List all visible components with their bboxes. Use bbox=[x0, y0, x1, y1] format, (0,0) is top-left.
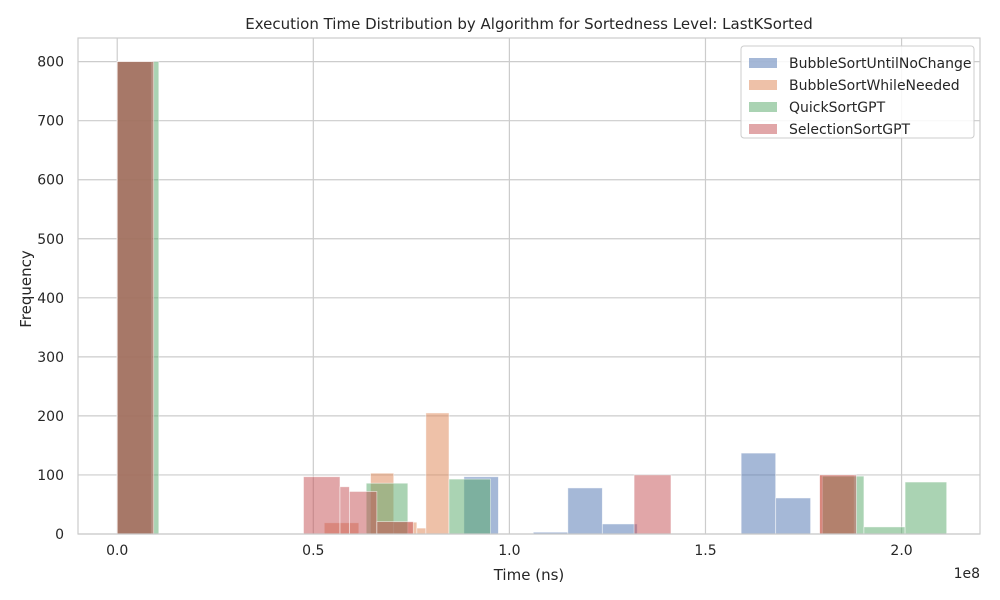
y-axis-ticks: 0 100 200 300 400 500 600 700 800 bbox=[37, 55, 64, 543]
y-tick-label: 700 bbox=[37, 114, 64, 130]
y-axis-label: Frequency bbox=[17, 250, 35, 328]
x-tick-label: 0.0 bbox=[106, 543, 128, 559]
legend-swatch-3 bbox=[749, 124, 777, 134]
y-tick-label: 400 bbox=[37, 291, 64, 307]
legend-label-3: SelectionSortGPT bbox=[789, 122, 911, 138]
histogram-bar-series-1-bin-4 bbox=[416, 527, 427, 535]
histogram-bar-series-0-bin-5 bbox=[740, 452, 777, 535]
y-tick-label: 300 bbox=[37, 350, 64, 366]
x-tick-label: 2.0 bbox=[890, 543, 912, 559]
histogram-bar-series-3-bin-2 bbox=[339, 486, 350, 535]
histogram-bar-series-3-bin-1 bbox=[303, 476, 341, 535]
y-tick-label: 600 bbox=[37, 173, 64, 189]
plot-frame bbox=[77, 37, 981, 535]
bars bbox=[116, 61, 948, 535]
histogram-bar-series-3-bin-4 bbox=[376, 521, 414, 535]
legend-label-2: QuickSortGPT bbox=[789, 100, 886, 116]
histogram-bar-series-3-bin-5 bbox=[633, 474, 672, 535]
legend: BubbleSortUntilNoChange BubbleSortWhileNe… bbox=[740, 45, 975, 139]
histogram-bar-series-2-bin-5 bbox=[904, 481, 948, 535]
legend-label-0: BubbleSortUntilNoChange bbox=[789, 56, 971, 72]
x-axis-label: Time (ns) bbox=[493, 566, 565, 584]
x-axis-ticks: 0.0 0.5 1.0 1.5 2.0 bbox=[106, 543, 913, 559]
y-tick-label: 800 bbox=[37, 55, 64, 71]
x-tick-label: 0.5 bbox=[302, 543, 324, 559]
plot-border bbox=[77, 37, 981, 535]
y-tick-label: 0 bbox=[55, 527, 64, 543]
x-tick-label: 1.5 bbox=[694, 543, 716, 559]
histogram-bar-series-0-bin-6 bbox=[775, 497, 811, 535]
histogram-bar-series-2-bin-2 bbox=[448, 478, 491, 535]
histogram-bar-series-0-bin-3 bbox=[567, 487, 603, 535]
histogram-bar-series-0-bin-4 bbox=[601, 523, 638, 535]
legend-swatch-2 bbox=[749, 102, 777, 112]
y-tick-label: 200 bbox=[37, 409, 64, 425]
histogram-bar-series-3-bin-6 bbox=[819, 474, 857, 535]
y-tick-label: 100 bbox=[37, 468, 64, 484]
histogram-bar-series-3-bin-0 bbox=[116, 61, 155, 535]
chart-title: Execution Time Distribution by Algorithm… bbox=[245, 15, 813, 33]
histogram-bar-series-1-bin-5 bbox=[425, 412, 450, 535]
histogram-bar-series-2-bin-4 bbox=[863, 526, 906, 535]
histogram-bar-series-3-bin-3 bbox=[348, 491, 378, 535]
y-tick-label: 500 bbox=[37, 232, 64, 248]
legend-box bbox=[740, 45, 975, 139]
legend-swatch-0 bbox=[749, 58, 777, 68]
x-axis-offset-label: 1e8 bbox=[954, 566, 980, 582]
legend-label-1: BubbleSortWhileNeeded bbox=[789, 78, 960, 94]
legend-swatch-1 bbox=[749, 80, 777, 90]
x-tick-label: 1.0 bbox=[498, 543, 520, 559]
